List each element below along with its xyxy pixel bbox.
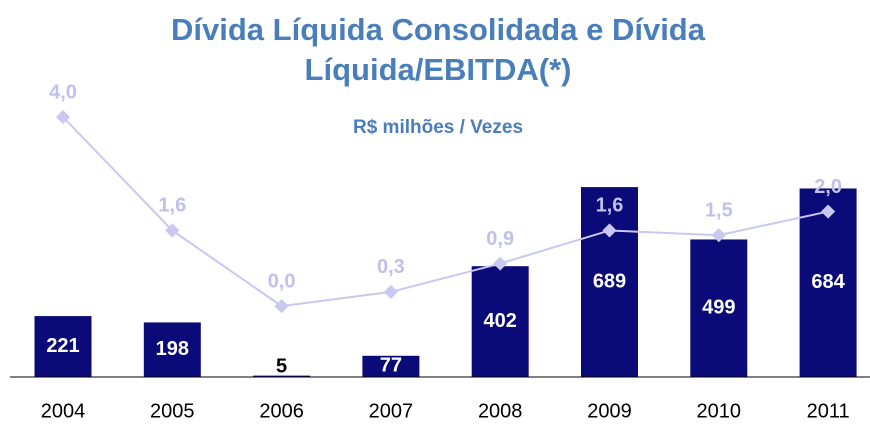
bar [253,375,311,377]
bar-value-label: 221 [46,335,79,357]
x-tick-label: 2005 [150,400,195,422]
line [62,116,829,308]
x-tick-label: 2006 [259,400,304,422]
chart-subtitle: R$ milhões / Vezes [352,117,524,138]
bar-value-label: 402 [484,310,517,332]
bar [362,355,420,377]
line-value-label: 0,3 [377,256,405,278]
x-tick-label: 2008 [478,400,523,422]
bar [799,188,857,377]
line-marker [274,299,289,314]
line-marker [711,228,726,243]
line-value-label: 4,0 [49,81,77,103]
line-marker [165,223,180,238]
x-tick-label: 2004 [41,400,86,422]
bar [471,266,529,377]
x-tick-label: 2007 [369,400,414,422]
bar-value-label: 684 [811,271,845,293]
line-marker [602,223,617,238]
line-marker [493,256,508,271]
line-marker [821,204,836,219]
chart-title: Dívida Líquida Consolidada e Dívida Líqu… [171,12,705,87]
bar-value-label: 5 [276,355,287,377]
bar-value-label: 689 [593,270,626,292]
line-value-label: 1,6 [158,195,186,217]
line-value-label: 1,6 [596,195,624,217]
bar-value-label: 77 [380,355,402,377]
line-marker [383,284,398,299]
bar [690,239,748,377]
line-value-label: 2,0 [814,176,842,198]
bar [581,187,638,377]
x-tick-label: 2009 [587,400,632,422]
x-tick-label: 2011 [807,400,850,422]
bar [143,322,201,377]
x-tick-label: 2010 [697,400,742,422]
line-value-label: 1,5 [705,199,733,221]
line-value-label: 0,0 [268,270,296,292]
bar-value-label: 499 [702,297,735,319]
bar [34,316,92,377]
line-value-label: 0,9 [486,228,514,250]
bar-value-label: 198 [156,338,189,360]
